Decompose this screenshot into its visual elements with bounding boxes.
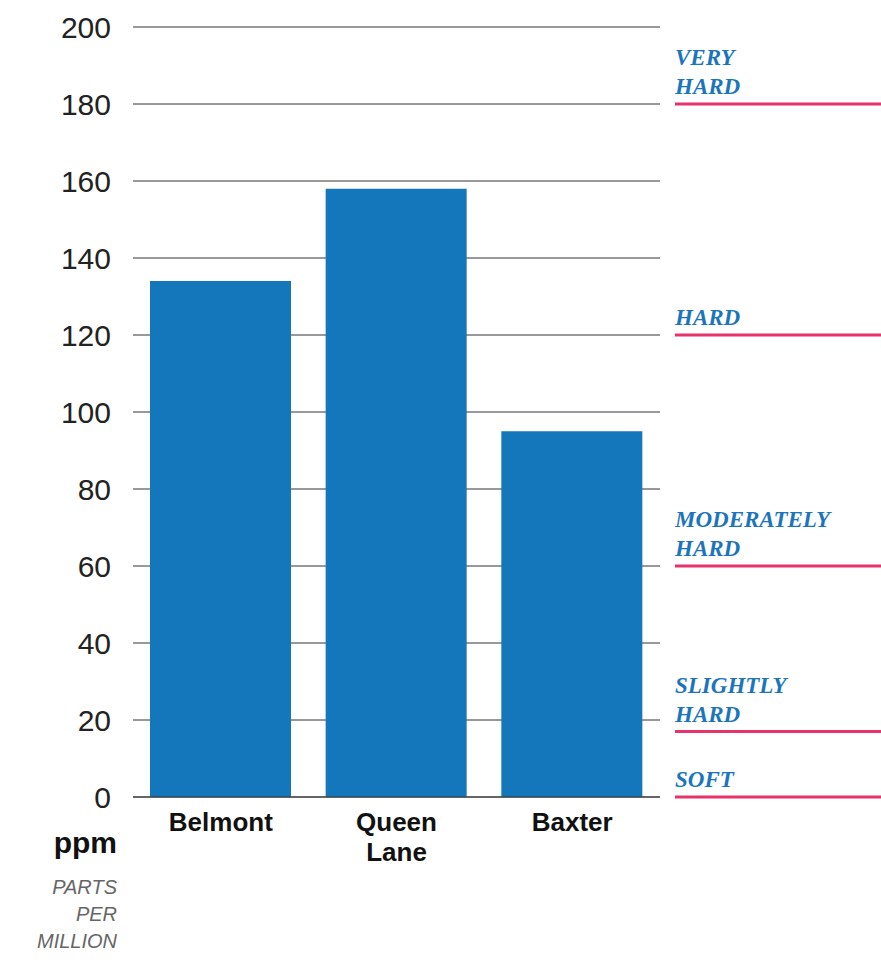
svg-text:60: 60 xyxy=(78,550,111,583)
svg-text:HARD: HARD xyxy=(674,74,741,99)
svg-text:MODERATELY: MODERATELY xyxy=(674,507,832,532)
svg-text:Baxter: Baxter xyxy=(532,807,613,837)
svg-text:Queen: Queen xyxy=(356,807,437,837)
html-text:ppm: ppm xyxy=(53,826,117,859)
svg-text:HARD: HARD xyxy=(674,305,741,330)
svg-text:Lane: Lane xyxy=(366,837,427,867)
svg-text:80: 80 xyxy=(78,473,111,506)
svg-text:HARD: HARD xyxy=(674,702,741,727)
svg-text:20: 20 xyxy=(78,704,111,737)
html-text:PARTS: PARTS xyxy=(52,876,117,898)
svg-text:0: 0 xyxy=(94,781,111,814)
svg-text:VERY: VERY xyxy=(675,45,737,70)
svg-text:40: 40 xyxy=(78,627,111,660)
svg-text:180: 180 xyxy=(61,88,111,121)
html-text:PER: PER xyxy=(75,903,117,925)
html-text:MILLION: MILLION xyxy=(37,930,117,952)
svg-text:SOFT: SOFT xyxy=(675,767,735,792)
svg-text:120: 120 xyxy=(61,319,111,352)
svg-text:100: 100 xyxy=(61,396,111,429)
svg-text:HARD: HARD xyxy=(674,536,741,561)
svg-text:140: 140 xyxy=(61,242,111,275)
svg-text:Belmont: Belmont xyxy=(169,807,273,837)
svg-text:SLIGHTLY: SLIGHTLY xyxy=(675,673,789,698)
svg-text:200: 200 xyxy=(61,11,111,44)
svg-text:160: 160 xyxy=(61,165,111,198)
